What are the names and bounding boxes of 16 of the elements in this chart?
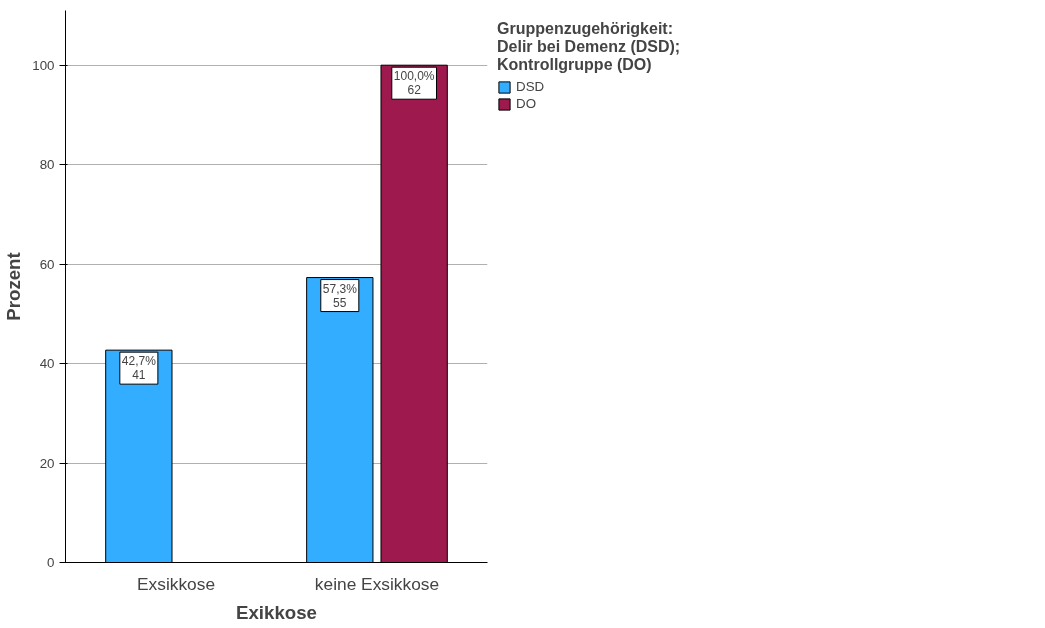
y-tick-label: 0 xyxy=(47,555,55,570)
data-label: 42,7% 41 xyxy=(121,354,157,383)
y-tick-label: 80 xyxy=(39,157,55,173)
data-label: 57,3% 55 xyxy=(322,281,358,310)
y-axis-title: Prozent xyxy=(3,252,25,321)
legend-label: DSD xyxy=(516,79,545,94)
y-tick-label: 20 xyxy=(39,455,55,471)
legend-title: Gruppenzugehörigkeit: Delir bei Demenz (DSD); Kontrollgruppe (DO) xyxy=(497,20,681,74)
y-tick-label: 60 xyxy=(39,256,55,272)
x-axis-title: Exikkose xyxy=(236,601,317,623)
data-label: 100,0% 62 xyxy=(393,69,435,98)
x-tick-label: Exsikkose xyxy=(137,573,216,594)
x-tick-label: keine Exsikkose xyxy=(314,573,440,594)
legend-label: DO xyxy=(516,96,536,111)
y-tick-label: 100 xyxy=(32,57,55,73)
y-tick-label: 40 xyxy=(39,356,55,372)
